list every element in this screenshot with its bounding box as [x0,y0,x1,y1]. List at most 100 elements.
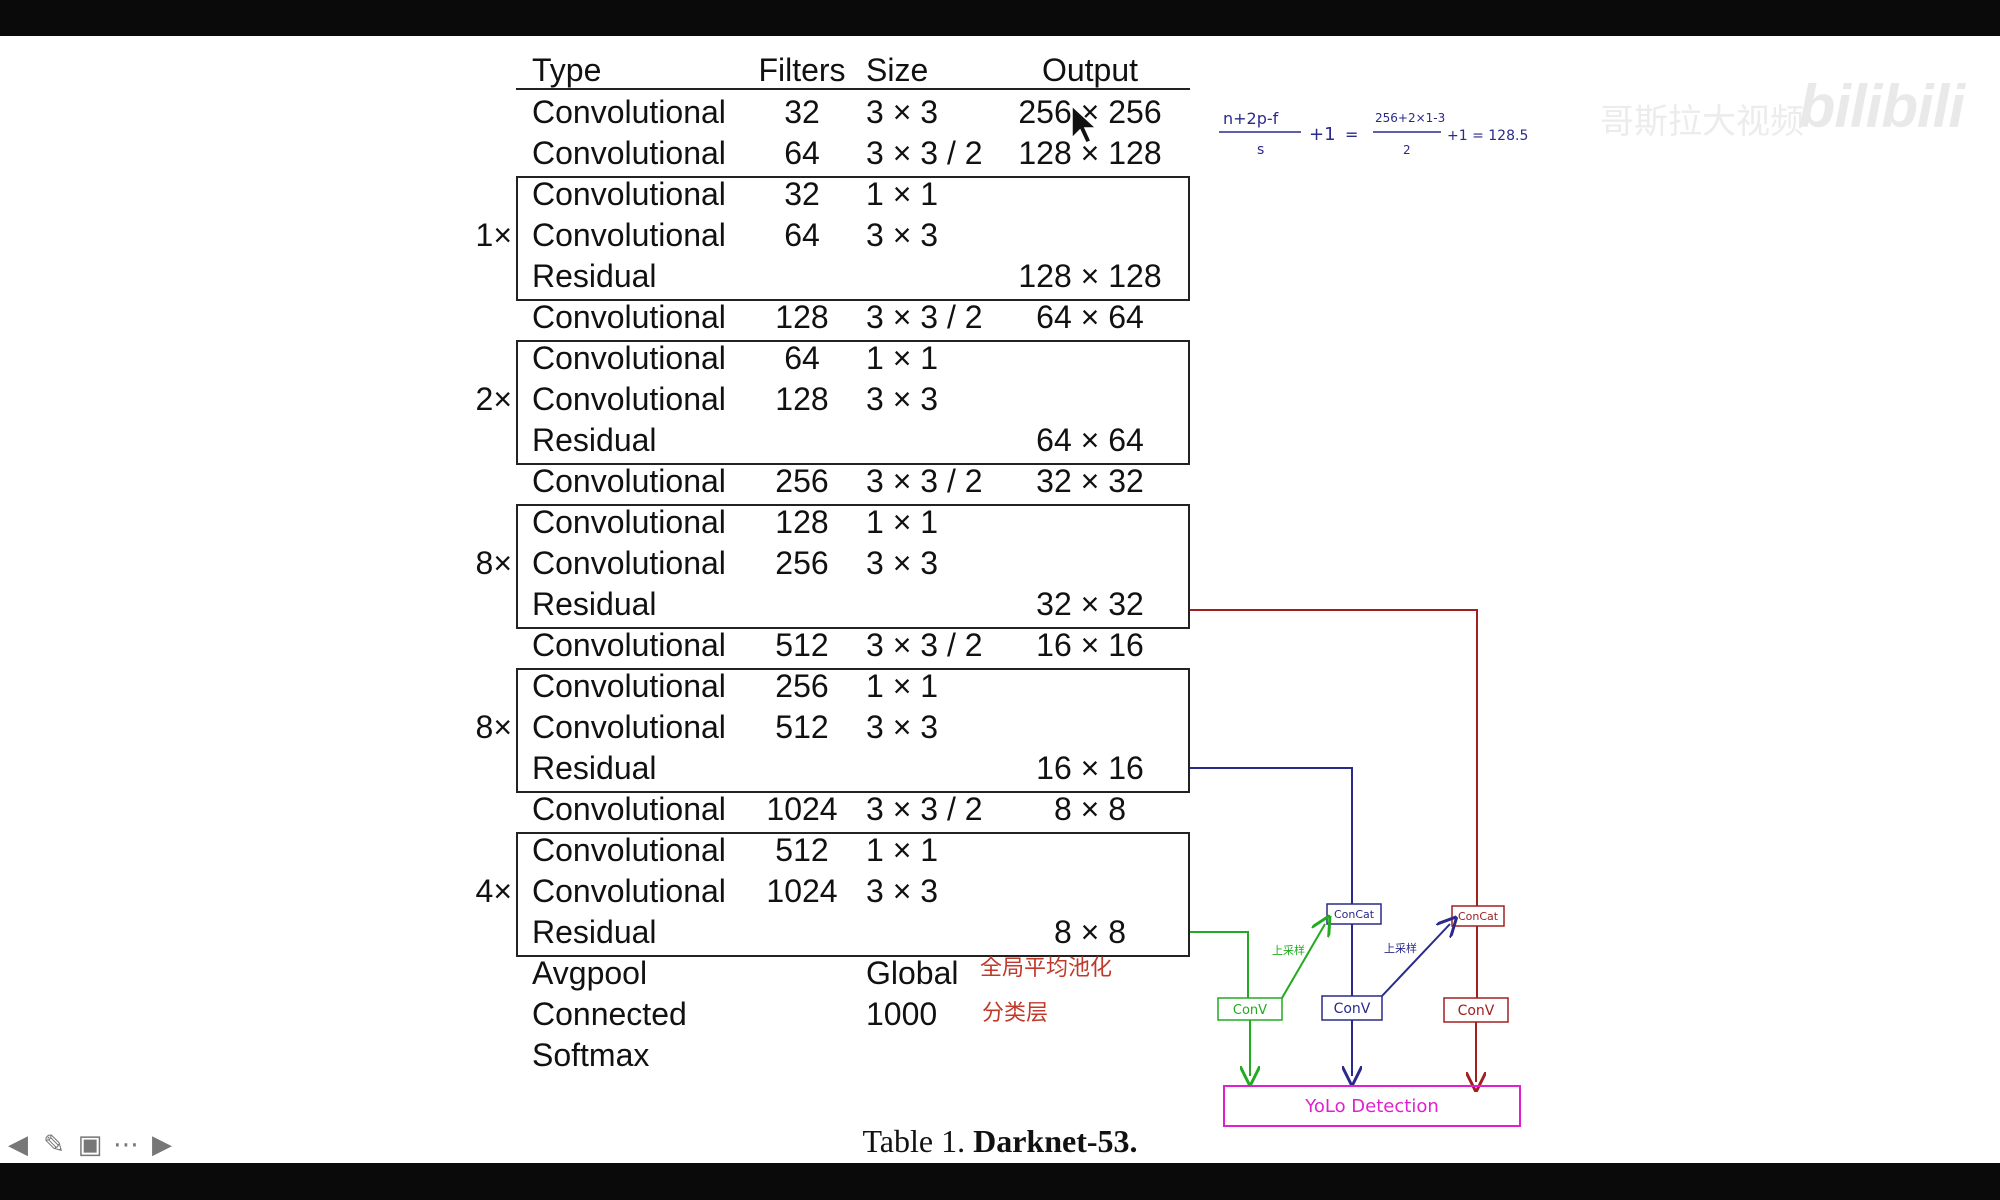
row-filters: 256 [775,668,829,704]
watermark-logo: bilibili [1798,73,1965,140]
formula-plus-one: +1 [1309,124,1336,145]
header-filters: Filters [758,52,846,88]
row-size: 3 × 3 [866,545,939,581]
row-filters: 64 [784,135,820,171]
residual-block [516,340,1190,465]
block-multiplier: 2× [475,381,512,417]
row-size: 1 × 1 [866,668,939,704]
row-size: 3 × 3 [866,381,939,417]
row-type: Residual [532,914,657,950]
row-filters: 1024 [766,873,838,909]
row-size: 3 × 3 [866,873,939,909]
block-multiplier: 8× [475,545,512,581]
header-rule [516,88,1190,90]
row-filters: 32 [784,94,820,130]
row-type: Residual [532,586,657,622]
row-type: Convolutional [532,791,726,827]
caption-prefix: Table 1. [862,1123,966,1159]
row-size: 3 × 3 / 2 [866,299,983,335]
row-size: 1000 [866,996,938,1032]
row-size: 3 × 3 / 2 [866,791,983,827]
route-red-line [1190,609,1478,906]
row-size: 1 × 1 [866,340,939,376]
row-filters: 32 [784,176,820,212]
more-icon[interactable]: ⋯ [113,1128,139,1159]
row-type: Convolutional [532,135,726,171]
row-type: Convolutional [532,832,726,868]
row-output: 64 × 64 [1036,299,1144,335]
row-type: Residual [532,750,657,786]
row-size: 3 × 3 / 2 [866,135,983,171]
row-filters: 64 [784,217,820,253]
upsample-right-arrow [1381,924,1450,997]
row-output: 32 × 32 [1036,586,1144,622]
row-type: Convolutional [532,709,726,745]
header-type: Type [532,52,602,88]
conv-left-label: ConV [1233,1003,1267,1018]
route-green-line [1190,931,1249,998]
formula-lhs-denominator: s [1257,142,1264,158]
upsample-left-label: 上采样 [1272,943,1305,957]
watermark-channel: 哥斯拉大视频 [1600,103,1804,141]
formula-rhs-denominator: 2 [1403,143,1411,157]
row-filters: 128 [775,504,829,540]
row-type: Avgpool [532,955,648,991]
upsample-left-arrow [1281,924,1325,999]
row-output: 16 × 16 [1036,627,1144,663]
row-size: 3 × 3 [866,709,939,745]
arrow-right-icon[interactable]: ▶ [152,1128,172,1159]
avgpool-note: 全局平均池化 [980,956,1113,981]
caption-name: Darknet-53. [973,1123,1138,1159]
row-output: 128 × 128 [1018,258,1162,294]
row-filters: 128 [775,299,829,335]
row-filters: 1024 [766,791,838,827]
yolo-detection-box [1223,1085,1521,1127]
conv-mid-label: ConV [1334,1001,1371,1017]
formula-equals: = [1345,125,1358,144]
mouse-cursor [1071,104,1098,144]
row-filters: 64 [784,340,820,376]
block-multiplier: 1× [475,217,512,253]
formula-lhs-numerator: n+2p-f [1223,109,1279,128]
row-filters: 512 [775,832,829,868]
residual-block [516,668,1190,793]
row-size: 3 × 3 / 2 [866,463,983,499]
yolo-detection-label: YoLo Detection [1304,1096,1439,1117]
residual-block [516,176,1190,301]
row-type: Convolutional [532,94,726,130]
row-size: 3 × 3 [866,94,939,130]
row-type: Convolutional [532,381,726,417]
residual-block [516,832,1190,957]
row-type: Connected [532,996,687,1032]
bottom-letterbox [0,1163,2000,1200]
slide-icon[interactable]: ▣ [77,1128,103,1159]
row-type: Softmax [532,1037,650,1073]
conv-right-label: ConV [1458,1003,1495,1019]
slide-nav: ◀ ✎ ▣ ⋯ ▶ [4,1128,176,1159]
pen-icon[interactable]: ✎ [43,1128,65,1159]
row-type: Convolutional [532,627,726,663]
arrow-left-icon[interactable]: ◀ [8,1128,28,1159]
row-type: Convolutional [532,873,726,909]
row-type: Convolutional [532,176,726,212]
formula-rhs-numerator: 256+2×1-3 [1375,111,1445,125]
row-size: 1 × 1 [866,832,939,868]
row-size: Global [866,955,959,991]
formula-result: +1 = 128.5 [1447,128,1528,144]
block-multiplier: 8× [475,709,512,745]
row-size: 1 × 1 [866,504,939,540]
row-output: 8 × 8 [1053,914,1127,950]
row-type: Residual [532,258,657,294]
header-size: Size [866,52,929,88]
row-type: Convolutional [532,545,726,581]
upsample-right-label: 上采样 [1384,941,1417,955]
header-output: Output [1041,52,1139,88]
row-size: 1 × 1 [866,176,939,212]
row-size: 3 × 3 [866,217,939,253]
output-size-formula: n+2p-f s +1 = 256+2×1-3 2 +1 = 128.5 [1219,109,1528,158]
row-type: Convolutional [532,463,726,499]
row-filters: 512 [775,709,829,745]
row-output: 32 × 32 [1036,463,1144,499]
concat-left-label: ConCat [1334,908,1375,921]
row-type: Convolutional [532,504,726,540]
